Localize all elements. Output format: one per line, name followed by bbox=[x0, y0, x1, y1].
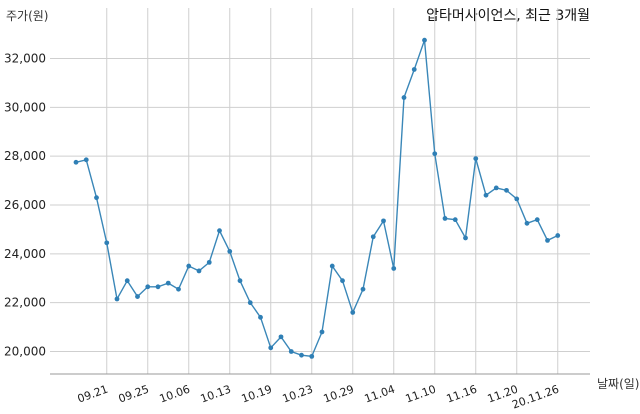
data-point bbox=[165, 280, 171, 286]
data-point bbox=[217, 228, 222, 234]
data-point bbox=[370, 234, 376, 240]
chart-title: 압타머사이언스, 최근 3개월 bbox=[426, 8, 590, 24]
price-series-line bbox=[75, 39, 559, 358]
data-point bbox=[299, 352, 304, 358]
data-point bbox=[545, 238, 550, 243]
data-point bbox=[114, 296, 120, 302]
data-point bbox=[186, 263, 192, 269]
data-point bbox=[411, 67, 417, 72]
data-point bbox=[524, 220, 530, 226]
y-gridlines bbox=[50, 58, 590, 352]
data-point bbox=[288, 349, 294, 354]
data-point bbox=[534, 217, 540, 223]
data-point bbox=[258, 314, 263, 320]
data-point bbox=[176, 286, 181, 292]
price-series-points bbox=[73, 37, 561, 359]
data-point bbox=[247, 300, 253, 306]
data-point bbox=[73, 159, 79, 165]
data-point bbox=[493, 185, 499, 191]
y-tick-label: 24,000 bbox=[4, 247, 46, 261]
data-point bbox=[135, 294, 140, 299]
data-point bbox=[452, 217, 458, 223]
x-tick-label: 10.06 bbox=[158, 383, 192, 406]
data-point bbox=[350, 310, 356, 315]
y-tick-label: 30,000 bbox=[4, 100, 46, 114]
data-point bbox=[124, 278, 130, 284]
data-point bbox=[504, 187, 509, 193]
data-point bbox=[514, 196, 520, 202]
data-point bbox=[319, 329, 325, 335]
data-point bbox=[401, 95, 407, 100]
x-tick-label: 10.23 bbox=[281, 383, 315, 406]
data-point bbox=[391, 266, 397, 271]
x-tick-label: 10.29 bbox=[322, 383, 356, 406]
data-point bbox=[94, 195, 99, 201]
y-tick-label: 26,000 bbox=[4, 198, 46, 212]
x-tick-labels: 09.21 09.25 10.06 10.13 10.19 10.23 10.29 11.04… bbox=[76, 383, 561, 412]
y-axis-label: 주가(원) bbox=[6, 9, 48, 23]
data-point bbox=[442, 216, 448, 221]
data-point bbox=[196, 268, 202, 274]
y-tick-labels: 20,000 22,000 24,000 26,000 28,000 30,000 32,0… bbox=[4, 52, 46, 359]
data-point bbox=[360, 286, 366, 292]
data-point bbox=[145, 284, 151, 290]
data-point bbox=[104, 240, 110, 246]
data-point bbox=[309, 353, 315, 359]
x-tick-label: 10.13 bbox=[199, 383, 233, 406]
data-point bbox=[237, 278, 243, 284]
x-tick-label: 20.11.26 bbox=[510, 383, 560, 412]
x-tick-label: 09.25 bbox=[117, 383, 151, 406]
data-point bbox=[422, 37, 427, 43]
x-axis-label: 날짜(일) bbox=[597, 377, 639, 391]
y-tick-label: 20,000 bbox=[4, 345, 46, 359]
x-gridlines bbox=[106, 8, 559, 374]
data-point bbox=[463, 235, 468, 241]
data-point bbox=[381, 218, 386, 224]
data-point bbox=[473, 156, 479, 162]
data-point bbox=[83, 157, 89, 163]
y-tick-label: 32,000 bbox=[4, 52, 46, 66]
data-point bbox=[278, 334, 284, 340]
y-tick-label: 28,000 bbox=[4, 149, 46, 163]
x-tick-label: 10.19 bbox=[240, 383, 274, 406]
data-point bbox=[155, 284, 161, 290]
x-tick-label: 11.16 bbox=[445, 383, 479, 406]
data-point bbox=[206, 259, 212, 265]
y-tick-label: 22,000 bbox=[4, 296, 46, 310]
data-point bbox=[329, 263, 335, 269]
data-point bbox=[555, 233, 561, 238]
data-point bbox=[483, 192, 489, 198]
x-tick-label: 09.21 bbox=[76, 383, 110, 406]
data-point bbox=[268, 345, 274, 351]
x-tick-label: 11.04 bbox=[363, 383, 397, 406]
data-point bbox=[432, 151, 438, 157]
data-point bbox=[340, 278, 345, 284]
data-point bbox=[227, 248, 233, 254]
x-tick-label: 11.10 bbox=[404, 383, 438, 406]
